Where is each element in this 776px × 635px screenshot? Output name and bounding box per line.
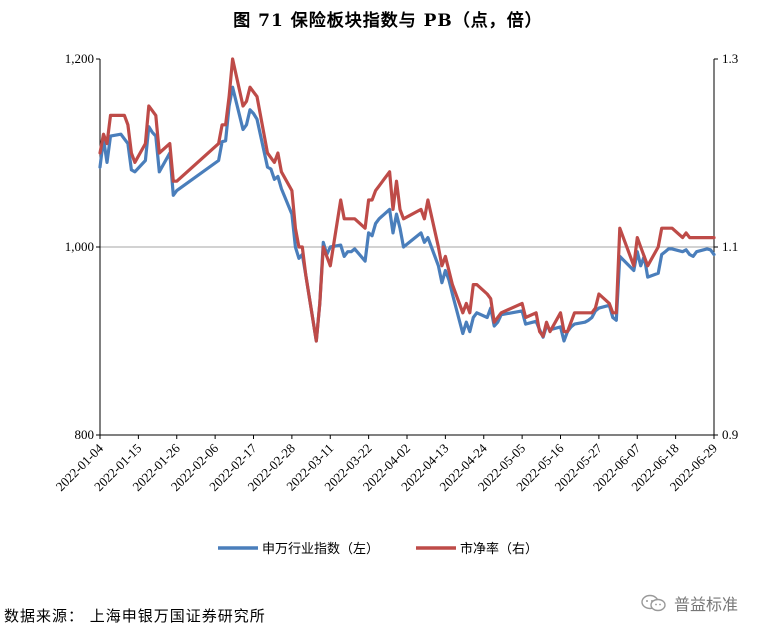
watermark-text: 普益标准 [674, 595, 739, 614]
series-layer [98, 57, 716, 343]
y-left-tick-label: 1,000 [65, 239, 94, 254]
y-right-tick-label: 0.9 [722, 427, 738, 442]
chart-canvas: 8001,0001,2000.91.11.32022-01-042022-01-… [53, 51, 739, 557]
legend: 申万行业指数（左） 市净率（右） [218, 541, 538, 557]
wechat-icon [641, 594, 666, 612]
legend-label-index: 申万行业指数（左） [262, 542, 379, 557]
watermark: 普益标准 [640, 591, 738, 615]
y-left-tick-label: 1,200 [65, 51, 94, 66]
chart-title: 图 71 保险板块指数与 PB（点，倍） [233, 11, 543, 31]
source-note: 数据来源： 上海申银万国证券研究所 [4, 607, 266, 625]
legend-label-pb: 市净率（右） [460, 541, 538, 557]
series-line-pb [98, 57, 716, 343]
y-right-tick-label: 1.3 [722, 51, 738, 66]
axes-layer [96, 58, 718, 439]
y-left-tick-label: 800 [75, 427, 95, 442]
series-line-index [98, 85, 716, 343]
y-right-tick-label: 1.1 [722, 239, 738, 254]
